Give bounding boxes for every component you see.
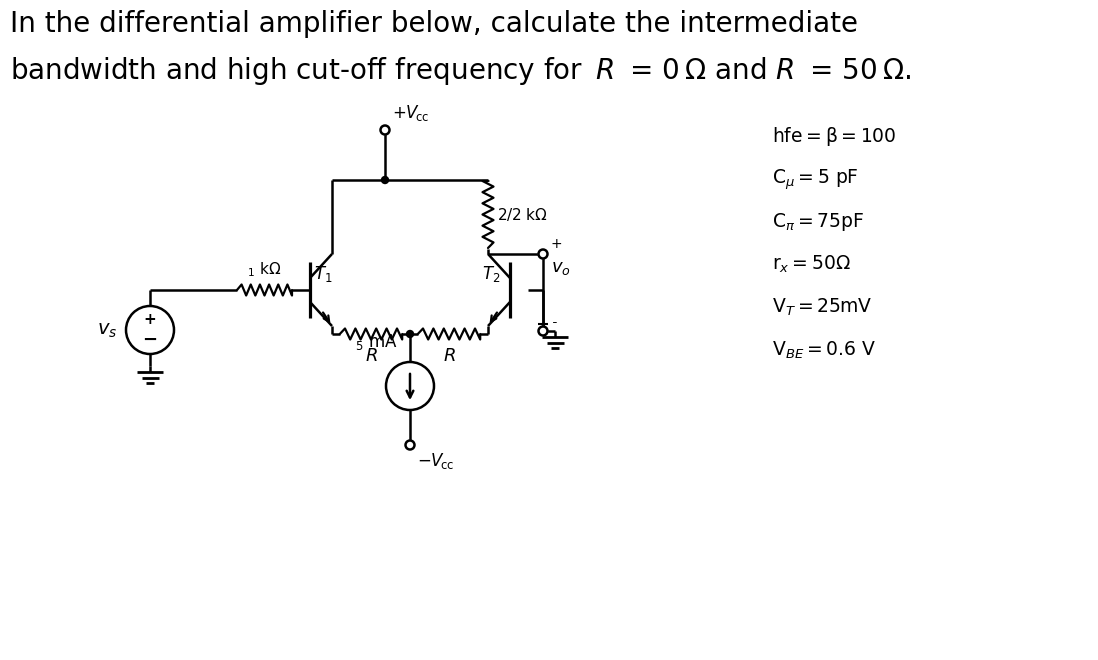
Text: bandwidth and high cut-off frequency for  $\mathit{R}$  = 0 Ω and $\mathit{R}$  : bandwidth and high cut-off frequency for… xyxy=(10,55,911,87)
Text: V$_{BE}$$=$0.6 V: V$_{BE}$$=$0.6 V xyxy=(772,340,876,361)
Text: −: − xyxy=(143,331,157,349)
Text: V$_T$$=$25mV: V$_T$$=$25mV xyxy=(772,297,873,318)
Circle shape xyxy=(538,249,548,259)
Text: In the differential amplifier below, calculate the intermediate: In the differential amplifier below, cal… xyxy=(10,10,858,38)
Text: $T_1$: $T_1$ xyxy=(314,264,333,284)
Text: $+V_{\!\mathrm{cc}}$: $+V_{\!\mathrm{cc}}$ xyxy=(392,103,429,123)
Text: +: + xyxy=(144,312,156,327)
Text: C$_π$$=$75pF: C$_π$$=$75pF xyxy=(772,211,864,233)
Text: $T_2$: $T_2$ xyxy=(482,264,501,284)
Circle shape xyxy=(406,331,414,337)
Circle shape xyxy=(381,125,390,135)
Text: $_1$ k$\Omega$: $_1$ k$\Omega$ xyxy=(247,260,281,279)
Text: hfe$=$β$=$100: hfe$=$β$=$100 xyxy=(772,125,897,148)
Text: $R$: $R$ xyxy=(442,347,456,365)
Circle shape xyxy=(405,440,415,449)
Text: C$_μ$$=$5 pF: C$_μ$$=$5 pF xyxy=(772,168,859,193)
Text: r$_x$$=$50Ω: r$_x$$=$50Ω xyxy=(772,254,851,275)
Text: $\bar{\;\;}$: $\bar{\;\;}$ xyxy=(550,315,558,328)
Text: $R$: $R$ xyxy=(365,347,378,365)
Text: $-V_{\!\mathrm{cc}}$: $-V_{\!\mathrm{cc}}$ xyxy=(417,451,455,471)
Text: 2/2 k$\Omega$: 2/2 k$\Omega$ xyxy=(497,206,548,223)
Circle shape xyxy=(381,176,389,183)
Text: $v_s$: $v_s$ xyxy=(97,321,117,339)
Circle shape xyxy=(538,327,548,335)
Text: $_5$ mA: $_5$ mA xyxy=(356,332,397,352)
Text: $v_o$: $v_o$ xyxy=(551,259,571,277)
Text: $+$: $+$ xyxy=(550,237,562,251)
